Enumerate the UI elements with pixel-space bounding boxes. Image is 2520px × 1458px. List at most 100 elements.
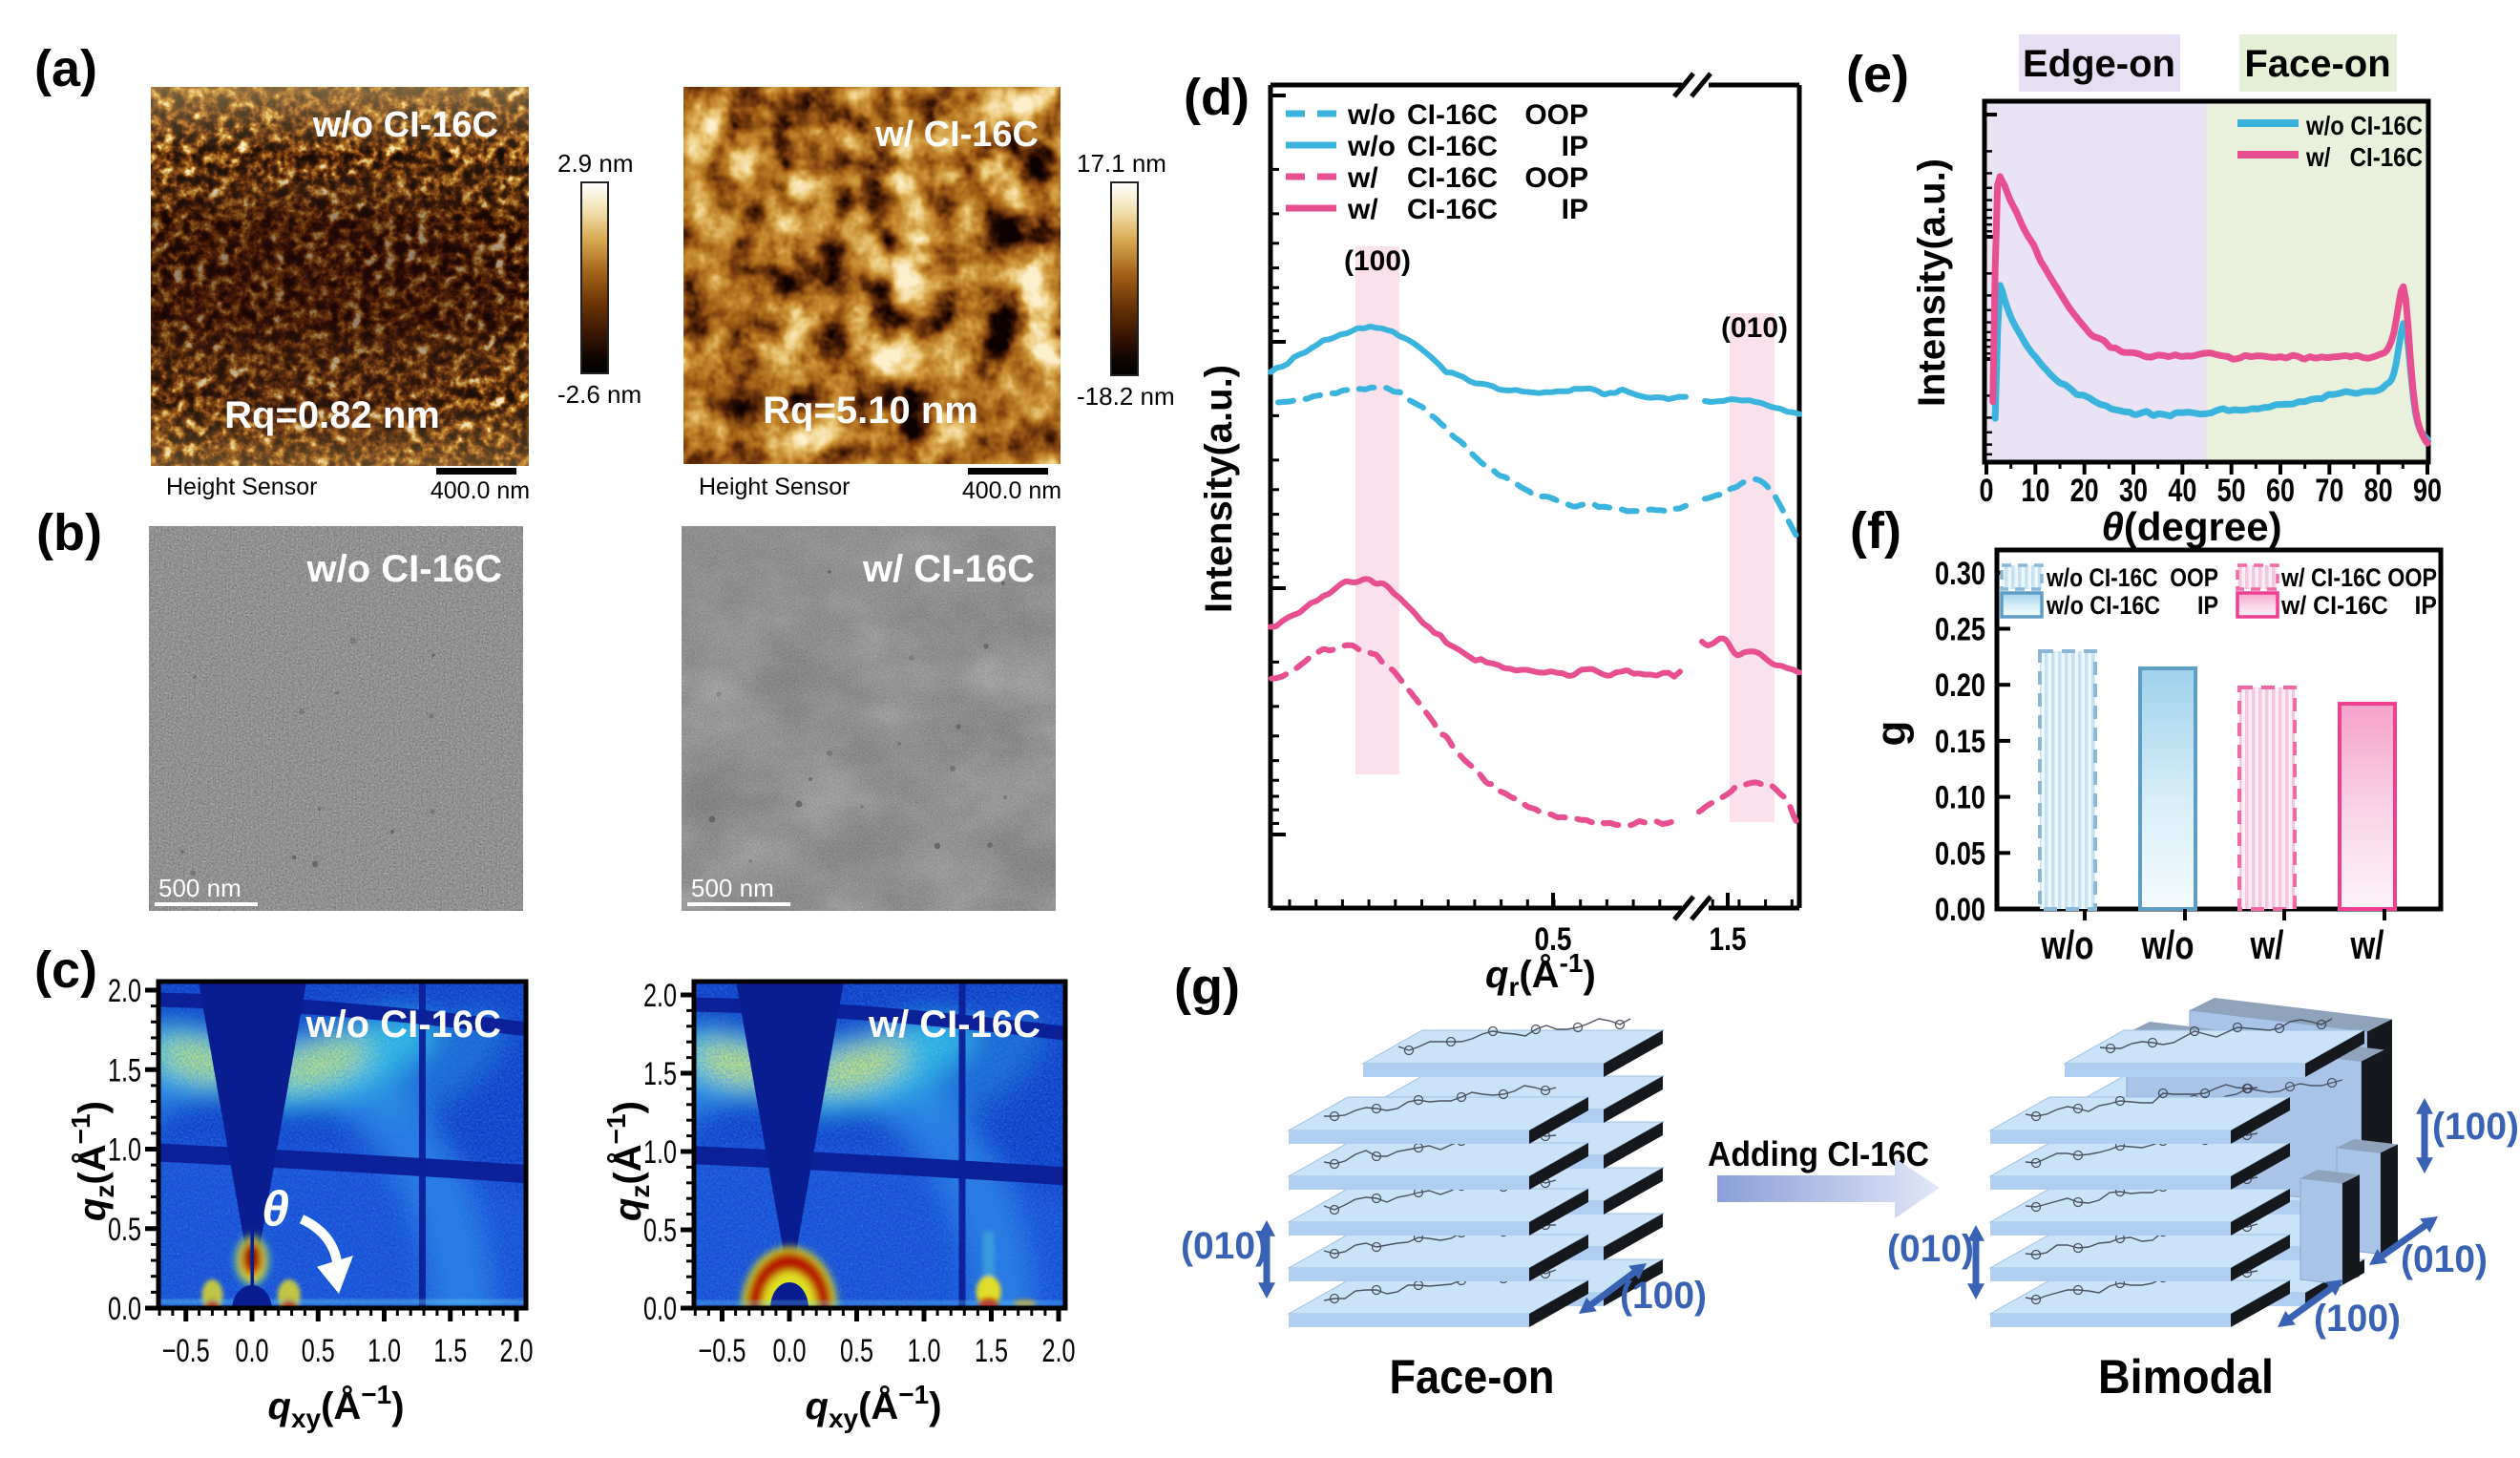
svg-text:1.0: 1.0 bbox=[643, 1134, 677, 1171]
svg-text:OOP: OOP bbox=[1524, 99, 1588, 131]
svg-text:1.5: 1.5 bbox=[643, 1056, 677, 1092]
svg-text:θ: θ bbox=[262, 1181, 289, 1236]
svg-text:(b): (b) bbox=[36, 504, 102, 561]
svg-text:Intensity(a.u.): Intensity(a.u.) bbox=[1198, 365, 1240, 613]
svg-text:CI-16C: CI-16C bbox=[1407, 99, 1498, 131]
svg-text:−0.5: −0.5 bbox=[699, 1333, 746, 1369]
svg-text:w/: w/ bbox=[2250, 922, 2284, 967]
svg-text:80: 80 bbox=[2364, 473, 2393, 509]
svg-text:40: 40 bbox=[2168, 473, 2196, 509]
svg-text:Face-on: Face-on bbox=[1390, 1350, 1555, 1404]
svg-text:-2.6 nm: -2.6 nm bbox=[557, 380, 641, 409]
svg-text:Edge-on: Edge-on bbox=[2023, 43, 2175, 85]
svg-text:20: 20 bbox=[2070, 473, 2099, 509]
svg-text:w/o CI-16C: w/o CI-16C bbox=[305, 1004, 501, 1046]
svg-text:2.0: 2.0 bbox=[500, 1333, 534, 1369]
svg-text:w/o CI-16C: w/o CI-16C bbox=[312, 105, 498, 145]
svg-text:0.00: 0.00 bbox=[1935, 892, 1985, 928]
svg-text:w/o CI-16C IP: w/o CI-16C IP bbox=[2046, 591, 2218, 620]
svg-text:Height Sensor: Height Sensor bbox=[699, 474, 850, 500]
svg-text:0.25: 0.25 bbox=[1935, 612, 1985, 648]
svg-text:0: 0 bbox=[1980, 473, 1994, 509]
svg-text:17.1 nm: 17.1 nm bbox=[1077, 149, 1166, 178]
svg-text:70: 70 bbox=[2315, 473, 2343, 509]
svg-text:w/: w/ bbox=[2350, 922, 2384, 967]
svg-text:1.0: 1.0 bbox=[108, 1132, 141, 1169]
svg-text:IP: IP bbox=[1562, 131, 1588, 162]
svg-text:0.5: 0.5 bbox=[302, 1333, 335, 1369]
svg-text:Rq=5.10 nm: Rq=5.10 nm bbox=[763, 390, 978, 432]
svg-text:g: g bbox=[1868, 721, 1915, 747]
svg-text:w/: w/ bbox=[1347, 162, 1378, 194]
svg-text:0.20: 0.20 bbox=[1935, 667, 1985, 704]
svg-text:IP: IP bbox=[1562, 194, 1588, 225]
svg-text:CI-16C: CI-16C bbox=[1407, 162, 1498, 194]
svg-text:w/o: w/o bbox=[1347, 131, 1396, 162]
svg-text:400.0 nm: 400.0 nm bbox=[962, 477, 1061, 504]
svg-text:0.05: 0.05 bbox=[1935, 835, 1985, 872]
svg-text:w/ CI-16C: w/ CI-16C bbox=[868, 1004, 1040, 1046]
svg-text:500 nm: 500 nm bbox=[691, 874, 774, 902]
svg-text:(010): (010) bbox=[2401, 1238, 2488, 1280]
svg-text:2.0: 2.0 bbox=[643, 978, 677, 1014]
svg-text:w/ CI-16C OOP: w/ CI-16C OOP bbox=[2280, 563, 2437, 592]
svg-text:(100): (100) bbox=[2432, 1106, 2519, 1148]
svg-text:qz(Å−1): qz(Å−1) bbox=[601, 1101, 655, 1221]
svg-text:(g): (g) bbox=[1174, 959, 1240, 1016]
svg-text:Height Sensor: Height Sensor bbox=[166, 474, 317, 500]
svg-text:0.5: 0.5 bbox=[840, 1333, 873, 1369]
svg-text:w/o: w/o bbox=[2041, 922, 2094, 967]
svg-text:qxy(Å−1): qxy(Å−1) bbox=[806, 1380, 942, 1433]
svg-text:1.0: 1.0 bbox=[368, 1333, 401, 1369]
svg-text:0.15: 0.15 bbox=[1935, 724, 1985, 760]
svg-text:Bimodal: Bimodal bbox=[2098, 1350, 2274, 1404]
svg-text:(d): (d) bbox=[1184, 69, 1250, 126]
svg-text:0.5: 0.5 bbox=[643, 1213, 677, 1249]
svg-text:(100): (100) bbox=[1344, 245, 1411, 277]
svg-text:0.30: 0.30 bbox=[1935, 556, 1985, 592]
svg-text:w/ CI-16C: w/ CI-16C bbox=[862, 548, 1035, 590]
svg-text:(e): (e) bbox=[1846, 46, 1909, 103]
svg-text:0.0: 0.0 bbox=[773, 1333, 807, 1369]
svg-text:(c): (c) bbox=[34, 941, 97, 999]
svg-text:1.5: 1.5 bbox=[108, 1052, 141, 1088]
svg-text:Adding CI-16C: Adding CI-16C bbox=[1708, 1134, 1929, 1173]
svg-text:2.0: 2.0 bbox=[1042, 1333, 1076, 1369]
svg-text:CI-16C: CI-16C bbox=[1407, 194, 1498, 225]
svg-text:qz(Å−1): qz(Å−1) bbox=[66, 1101, 119, 1221]
svg-text:(010): (010) bbox=[1181, 1225, 1268, 1267]
svg-text:10: 10 bbox=[2021, 473, 2049, 509]
svg-text:w/o: w/o bbox=[2141, 922, 2194, 967]
svg-text:(f): (f) bbox=[1850, 502, 1901, 560]
svg-text:-18.2 nm: -18.2 nm bbox=[1077, 382, 1175, 411]
svg-text:Rq=0.82 nm: Rq=0.82 nm bbox=[224, 394, 440, 436]
svg-text:(010): (010) bbox=[1887, 1228, 1974, 1270]
svg-text:Intensity(a.u.): Intensity(a.u.) bbox=[1911, 158, 1953, 407]
svg-text:50: 50 bbox=[2217, 473, 2246, 509]
svg-text:OOP: OOP bbox=[1524, 162, 1588, 194]
svg-text:500 nm: 500 nm bbox=[158, 874, 242, 902]
svg-text:qxy(Å−1): qxy(Å−1) bbox=[268, 1380, 405, 1433]
svg-text:w/: w/ bbox=[1347, 194, 1378, 225]
svg-text:Face-on: Face-on bbox=[2244, 43, 2390, 85]
svg-text:w/o CI-16C: w/o CI-16C bbox=[2305, 111, 2423, 140]
svg-text:1.5: 1.5 bbox=[433, 1333, 467, 1369]
svg-text:0.0: 0.0 bbox=[643, 1291, 677, 1327]
svg-text:0.10: 0.10 bbox=[1935, 780, 1985, 816]
svg-text:qr(Å-1): qr(Å-1) bbox=[1485, 948, 1596, 1002]
svg-text:60: 60 bbox=[2266, 473, 2295, 509]
svg-text:1.5: 1.5 bbox=[975, 1333, 1008, 1369]
svg-text:1.0: 1.0 bbox=[908, 1333, 941, 1369]
svg-text:−0.5: −0.5 bbox=[162, 1333, 210, 1369]
svg-text:θ(degree): θ(degree) bbox=[2101, 504, 2281, 549]
svg-text:CI-16C: CI-16C bbox=[1407, 131, 1498, 162]
svg-text:0.0: 0.0 bbox=[236, 1333, 269, 1369]
svg-text:90: 90 bbox=[2413, 473, 2442, 509]
svg-text:w/o: w/o bbox=[1347, 99, 1396, 131]
svg-text:0.5: 0.5 bbox=[108, 1212, 141, 1248]
svg-text:w/ CI-16C IP: w/ CI-16C IP bbox=[2280, 591, 2437, 620]
svg-text:0.5: 0.5 bbox=[1535, 921, 1572, 958]
svg-text:w/o CI-16C: w/o CI-16C bbox=[306, 548, 502, 590]
svg-text:2.0: 2.0 bbox=[108, 973, 141, 1009]
svg-text:(100): (100) bbox=[2314, 1298, 2401, 1340]
